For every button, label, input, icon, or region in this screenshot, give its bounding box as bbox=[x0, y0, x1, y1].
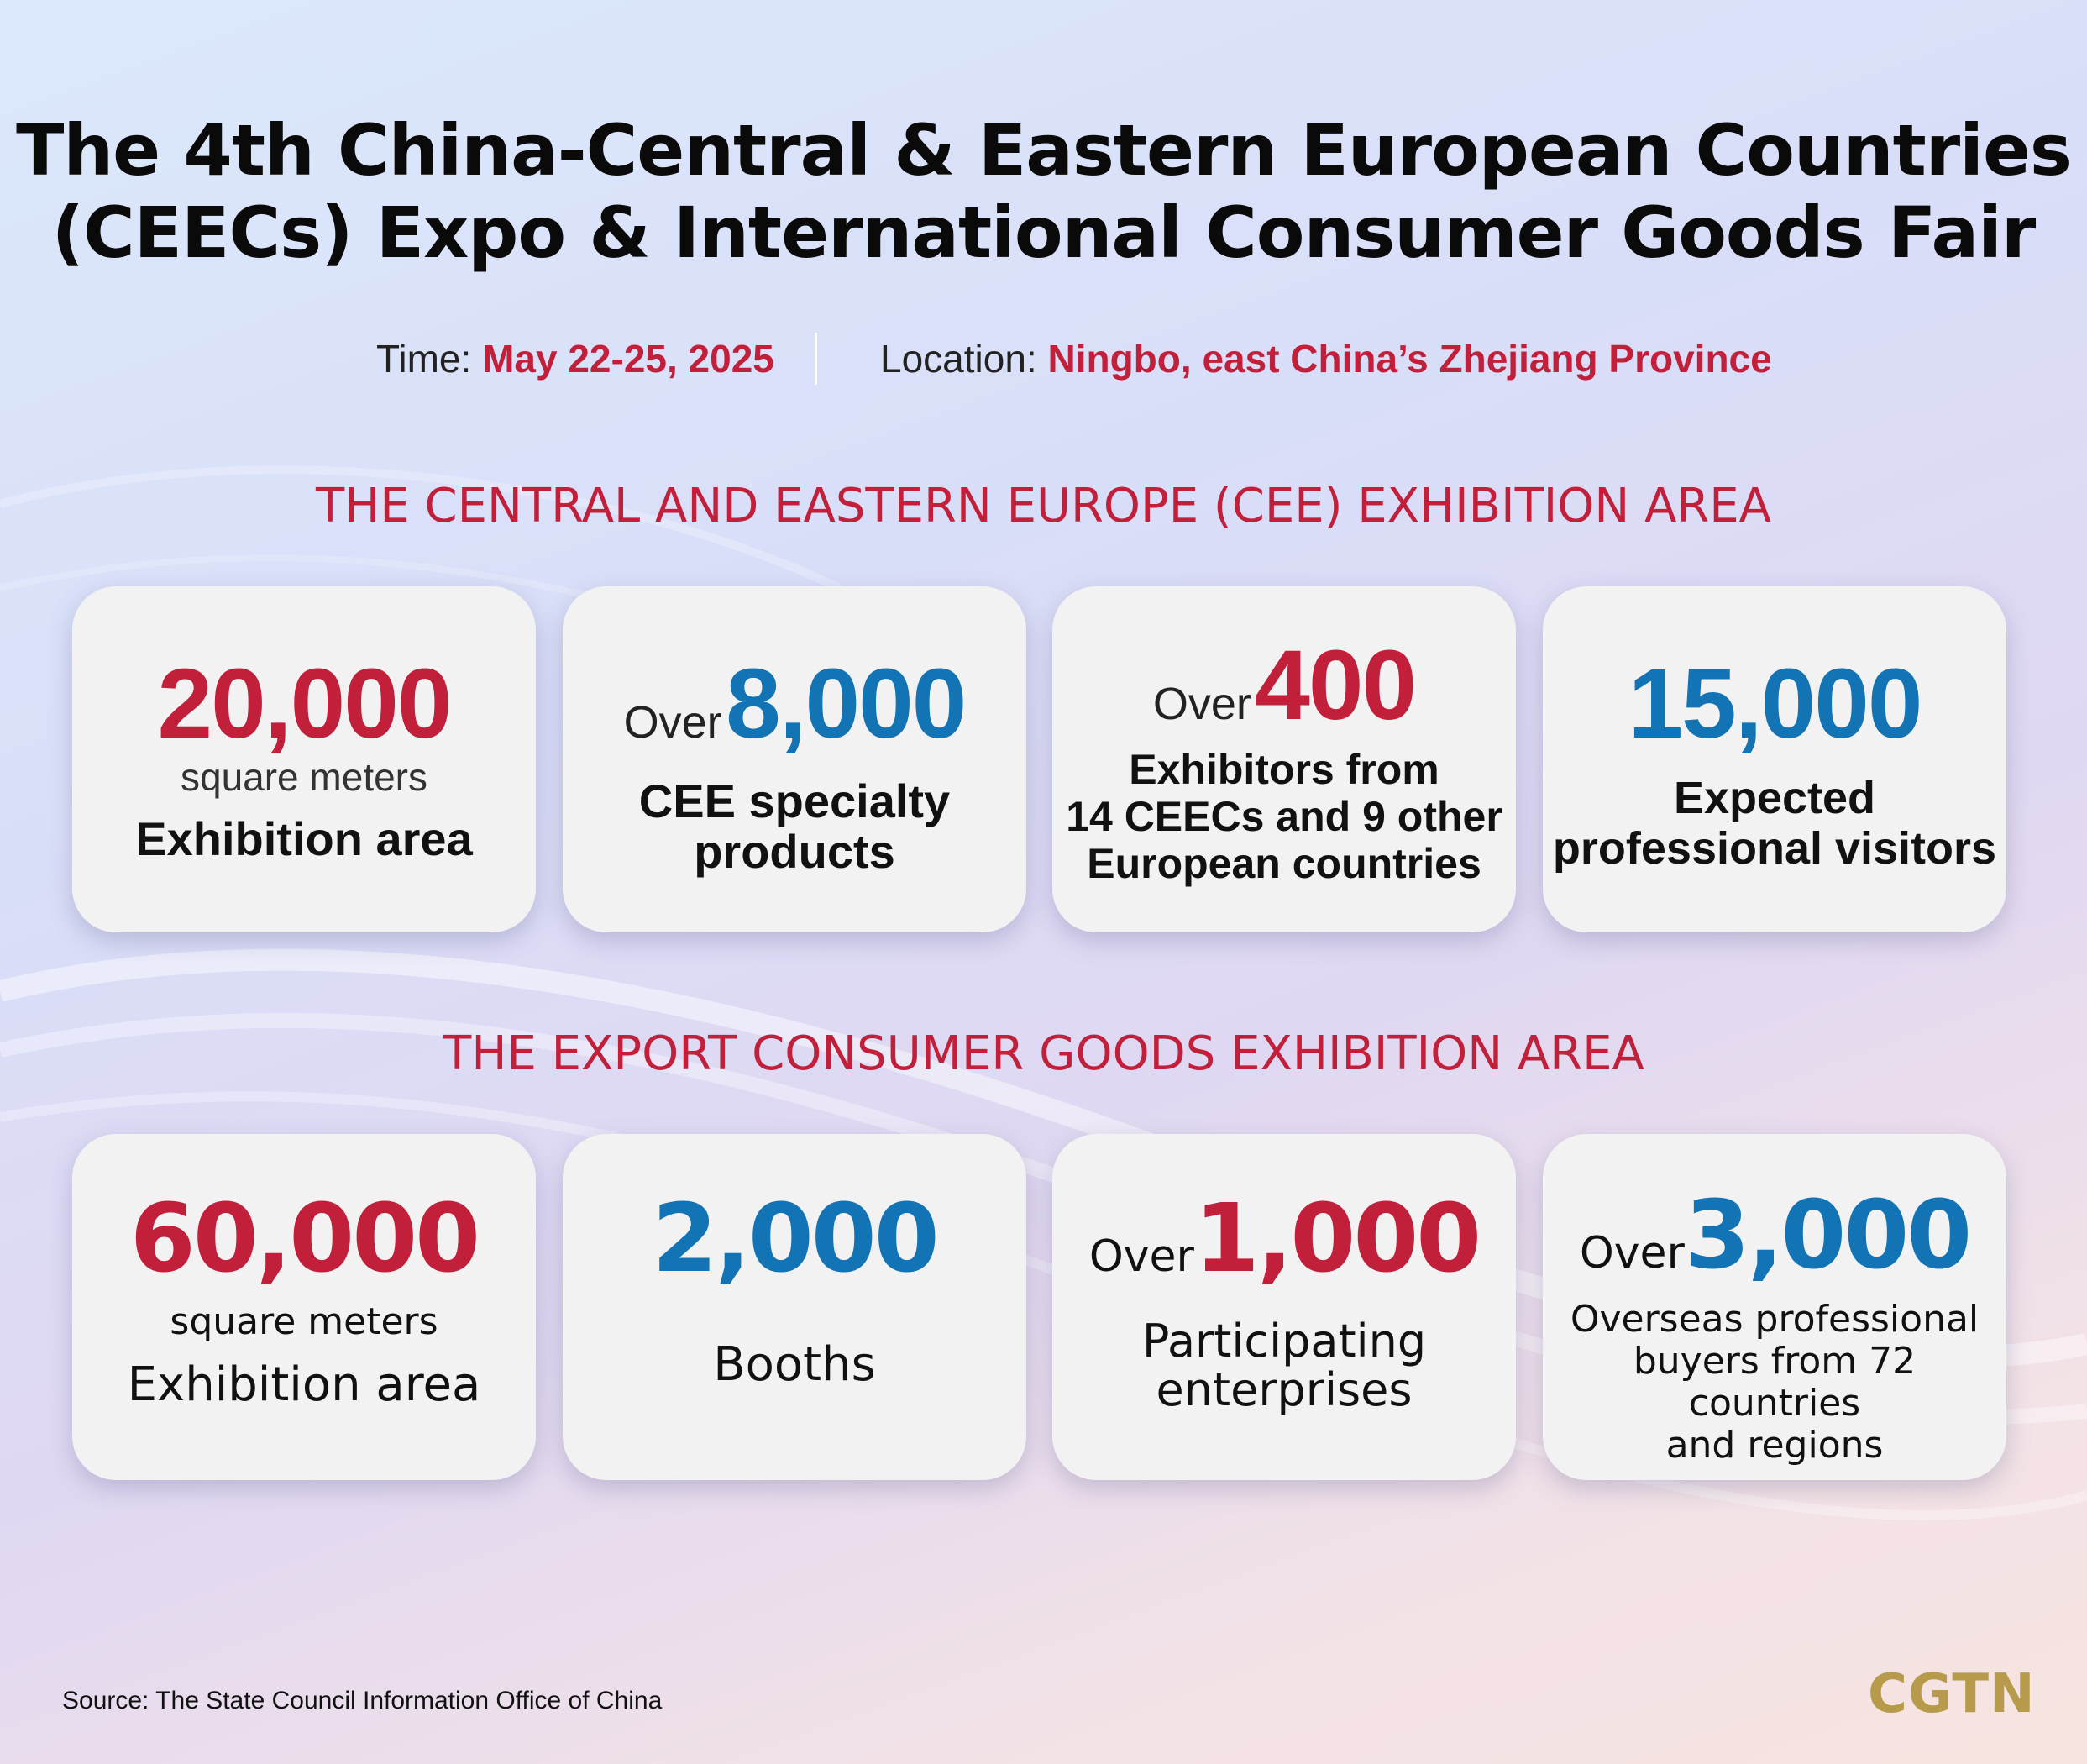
section-title-cee: THE CENTRAL AND EASTERN EUROPE (CEE) EXH… bbox=[316, 479, 1771, 533]
stat-unit: square meters bbox=[170, 1300, 438, 1343]
source-note: Source: The State Council Information Of… bbox=[62, 1687, 663, 1714]
stat-label-line: buyers from 72 countries bbox=[1633, 1340, 1917, 1425]
stat-number: 2,000 bbox=[652, 1184, 939, 1294]
section-title-export: THE EXPORT CONSUMER GOODS EXHIBITION ARE… bbox=[443, 1026, 1644, 1081]
stat-number-line: Over1,000 bbox=[1052, 1184, 1516, 1294]
stat-label-line: Overseas professional bbox=[1570, 1298, 1980, 1341]
stat-label-line: Exhibitors from bbox=[1129, 746, 1439, 793]
stat-label-line: CEE specialty bbox=[638, 774, 951, 827]
stat-card-export-enterprises: Over1,000 Participating enterprises bbox=[1052, 1134, 1516, 1480]
location-value: Ningbo, east China’s Zhejiang Province bbox=[1047, 337, 1772, 381]
stat-number-line: Over3,000 bbox=[1543, 1181, 2006, 1290]
stat-label: Exhibition area bbox=[135, 812, 473, 865]
stat-number: 1,000 bbox=[1193, 1184, 1481, 1294]
event-location: Location: Ningbo, east China’s Zhejiang … bbox=[880, 336, 1772, 381]
stat-label: Expected professional visitors bbox=[1543, 773, 2006, 874]
stat-prefix: Over bbox=[623, 697, 722, 748]
stat-label-line: products bbox=[694, 825, 895, 878]
stat-number-line: Over 400 bbox=[1052, 628, 1516, 743]
stat-number-line: 2,000 bbox=[563, 1184, 1026, 1294]
stat-number: 3,000 bbox=[1684, 1181, 1972, 1290]
stat-prefix: Over bbox=[1579, 1228, 1685, 1278]
stat-label-line: European countries bbox=[1087, 840, 1481, 887]
stat-number: 400 bbox=[1255, 630, 1417, 741]
stat-number: 20,000 bbox=[157, 648, 453, 759]
stat-card-export-area: 60,000 square meters Exhibition area bbox=[72, 1134, 536, 1480]
stat-number: 60,000 bbox=[129, 1184, 480, 1294]
page-title: The 4th China-Central & Eastern European… bbox=[0, 109, 2087, 274]
stat-prefix: Over bbox=[1088, 1231, 1194, 1282]
stat-label: Overseas professional buyers from 72 cou… bbox=[1543, 1299, 2006, 1467]
stat-card-export-buyers: Over3,000 Overseas professional buyers f… bbox=[1543, 1134, 2006, 1480]
stat-label: Exhibitors from 14 CEECs and 9 other Eur… bbox=[1052, 746, 1516, 887]
stat-label: CEE specialty products bbox=[563, 776, 1026, 877]
title-line-2: (CEECs) Expo & International Consumer Go… bbox=[51, 192, 2037, 274]
location-label: Location: bbox=[880, 337, 1037, 381]
stat-label-line: enterprises bbox=[1156, 1363, 1413, 1416]
stat-card-cee-area: 20,000 square meters Exhibition area bbox=[72, 586, 536, 932]
stat-label: Participating enterprises bbox=[1052, 1317, 1516, 1415]
time-label: Time: bbox=[376, 337, 472, 381]
stat-card-cee-exhibitors: Over 400 Exhibitors from 14 CEECs and 9 … bbox=[1052, 586, 1516, 932]
stat-number: 8,000 bbox=[726, 648, 967, 759]
time-value: May 22-25, 2025 bbox=[482, 337, 774, 381]
stat-card-export-booths: 2,000 Booths bbox=[563, 1134, 1026, 1480]
event-time: Time: May 22-25, 2025 bbox=[376, 336, 774, 381]
stat-label-line: Expected bbox=[1673, 773, 1876, 823]
cgtn-logo: CGTN bbox=[1868, 1663, 2036, 1725]
stat-label-line: professional visitors bbox=[1552, 823, 1997, 874]
stat-label-line: 14 CEECs and 9 other bbox=[1066, 793, 1502, 840]
stat-number-line: 15,000 bbox=[1543, 647, 2006, 761]
stat-card-cee-products: Over 8,000 CEE specialty products bbox=[563, 586, 1026, 932]
meta-divider bbox=[815, 333, 817, 385]
stat-number-line: 60,000 bbox=[72, 1184, 536, 1294]
title-line-1: The 4th China-Central & Eastern European… bbox=[16, 109, 2072, 192]
stat-card-cee-visitors: 15,000 Expected professional visitors bbox=[1543, 586, 2006, 932]
stat-number-line: 20,000 bbox=[72, 647, 536, 761]
stat-unit: square meters bbox=[180, 755, 427, 799]
stat-number-line: Over 8,000 bbox=[563, 647, 1026, 761]
stat-prefix: Over bbox=[1152, 679, 1251, 729]
event-meta: Time: May 22-25, 2025 Location: Ningbo, … bbox=[0, 333, 2087, 395]
stat-label-line: Participating bbox=[1141, 1315, 1427, 1368]
stat-label: Exhibition area bbox=[127, 1357, 481, 1412]
stat-label: Booths bbox=[713, 1337, 876, 1392]
stat-label-line: and regions bbox=[1665, 1424, 1884, 1467]
stat-number: 15,000 bbox=[1628, 648, 1923, 759]
